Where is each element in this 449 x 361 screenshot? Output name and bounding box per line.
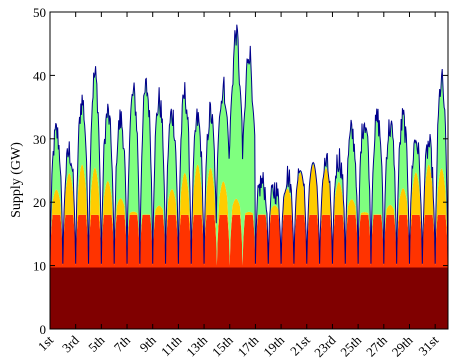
x-tick-label-3: 7th — [111, 332, 134, 355]
y-tick-label-5: 50 — [33, 5, 46, 20]
x-tick-label-8: 17th — [235, 332, 262, 359]
y-tick-label-3: 30 — [33, 132, 46, 147]
total-outline — [49, 24, 449, 264]
x-tick-label-6: 13th — [183, 332, 210, 359]
stacked-areas — [49, 24, 449, 329]
x-tick-label-0: 1st — [35, 332, 57, 354]
x-tick-label-13: 27th — [363, 332, 390, 359]
x-tick-label-9: 19th — [260, 332, 287, 359]
y-axis-ticks: 0 10 20 30 40 50 — [33, 5, 448, 337]
y-tick-label-2: 20 — [33, 195, 46, 210]
plot-frame — [49, 11, 449, 330]
x-tick-label-4: 9th — [136, 332, 159, 355]
area-red — [50, 214, 448, 268]
x-tick-label-11: 23rd — [311, 332, 339, 360]
area-green — [50, 24, 448, 266]
area-base — [50, 267, 448, 329]
y-tick-label-1: 10 — [33, 259, 46, 274]
x-tick-label-1: 3rd — [59, 332, 82, 355]
x-tick-label-7: 15th — [209, 332, 236, 359]
x-tick-label-15: 31st — [415, 332, 441, 358]
y-tick-label-4: 40 — [33, 68, 46, 83]
x-tick-label-14: 29th — [389, 332, 416, 359]
x-tick-label-5: 11th — [158, 332, 185, 359]
y-axis-title: Supply (GW) — [9, 142, 24, 218]
y-tick-label-0: 0 — [40, 322, 47, 337]
x-tick-label-12: 25th — [337, 332, 364, 359]
x-tick-label-10: 21st — [287, 332, 313, 358]
axes — [49, 11, 449, 330]
x-tick-label-2: 5th — [85, 332, 108, 355]
